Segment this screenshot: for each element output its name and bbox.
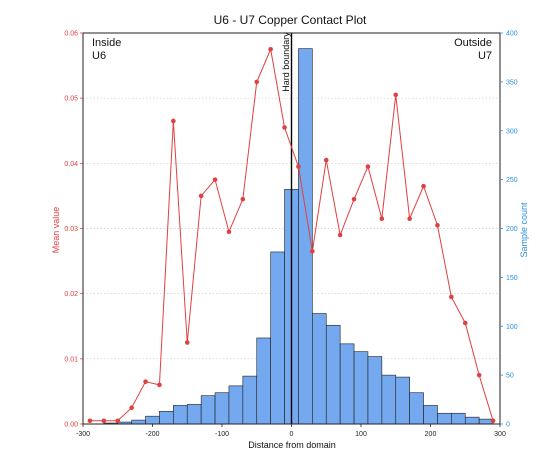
x-tick-label: 300	[494, 431, 506, 438]
mean-value-point	[393, 92, 399, 98]
mean-value-line	[89, 47, 494, 422]
histogram-bar	[353, 351, 369, 425]
histogram-bar	[339, 343, 355, 425]
left-tick-label: 0.01	[64, 356, 78, 363]
histogram-bar	[228, 385, 244, 425]
mean-value-point	[337, 232, 343, 238]
x-tick-label: -300	[76, 431, 90, 438]
mean-value-point	[449, 294, 454, 300]
mean-value-point	[212, 177, 218, 182]
mean-value-point	[365, 164, 371, 169]
histogram-bar	[423, 405, 438, 425]
mean-value-point	[226, 229, 232, 235]
mean-value-point	[282, 125, 287, 130]
mean-value-point	[87, 418, 93, 424]
right-tick-label: 150	[506, 275, 518, 282]
mean-value-point	[462, 320, 468, 326]
histogram-bar	[451, 412, 466, 425]
left-tick-label: 0.05	[64, 96, 78, 103]
mean-value-point	[351, 196, 357, 202]
mean-value-point	[101, 418, 107, 424]
histogram-bar	[437, 412, 452, 425]
mean-value-point	[490, 418, 496, 424]
x-tick-label: 0	[290, 431, 294, 438]
histogram-bar	[381, 374, 397, 425]
right-tick-label: 250	[506, 177, 518, 184]
histogram-bar	[214, 392, 230, 425]
mean-value-point	[476, 372, 482, 378]
mean-value-point	[143, 379, 148, 384]
histogram-bar	[312, 313, 327, 425]
right-tick-label: 300	[506, 128, 518, 135]
left-tick-label: 0.02	[64, 291, 78, 298]
mean-value-point	[268, 46, 273, 52]
right-tick-label: 200	[506, 226, 518, 233]
left-tick-label: 0.00	[64, 422, 78, 429]
mean-value-point	[184, 340, 190, 345]
mean-value-point	[310, 249, 315, 254]
chart-title: U6 - U7 Copper Contact Plot	[214, 13, 367, 27]
mean-value-point	[379, 216, 385, 222]
histogram-bar	[186, 404, 202, 425]
histogram-bar	[242, 375, 258, 425]
mean-value-point	[240, 196, 246, 202]
left-tick-label: 0.03	[64, 226, 78, 233]
x-tick-label: -200	[145, 431, 159, 438]
histogram-bar	[131, 419, 146, 425]
histogram-bar	[325, 324, 341, 425]
x-tick-label: 100	[355, 431, 367, 438]
mean-value-point	[115, 418, 121, 424]
inside-label-line2: U6	[92, 50, 106, 62]
hard-boundary-label: Hard boundary	[281, 32, 291, 92]
x-tick-label: 200	[425, 431, 437, 438]
histogram-bar	[464, 416, 480, 425]
mean-value-point	[323, 157, 329, 163]
right-tick-label: 350	[506, 79, 518, 86]
right-tick-label: 400	[506, 31, 518, 38]
histogram-bar	[200, 395, 216, 425]
mean-value-point	[296, 164, 301, 169]
right-tick-label: 100	[506, 324, 518, 331]
histogram-bar	[395, 376, 410, 425]
right-tick-label: 0	[506, 422, 510, 429]
histogram-bar	[256, 337, 271, 425]
left-axis-label: Mean value	[51, 207, 61, 254]
mean-value-point	[198, 193, 204, 199]
outside-label-line1: Outside	[454, 37, 492, 49]
right-tick-label: 50	[506, 373, 514, 380]
histogram-bar	[173, 405, 188, 425]
mean-value-point	[407, 216, 412, 222]
right-axis-label: Sample count	[519, 202, 529, 258]
x-axis-label: Distance from domain	[248, 440, 336, 450]
mean-value-point	[421, 183, 426, 189]
histogram-bar	[159, 410, 174, 425]
left-tick-label: 0.06	[64, 31, 78, 38]
histogram-bar	[270, 251, 285, 425]
mean-value-point	[157, 382, 162, 388]
mean-value-point	[171, 118, 176, 124]
histogram-bar	[409, 392, 424, 425]
mean-value-point	[435, 222, 440, 228]
histogram-bar	[145, 415, 160, 425]
mean-value-point	[254, 79, 260, 85]
x-tick-label: -100	[215, 431, 229, 438]
histogram-bar	[367, 356, 383, 425]
mean-value-point	[129, 405, 134, 411]
outside-label-line2: U7	[478, 50, 492, 62]
inside-label-line1: Inside	[92, 37, 121, 49]
left-tick-label: 0.04	[64, 161, 78, 168]
